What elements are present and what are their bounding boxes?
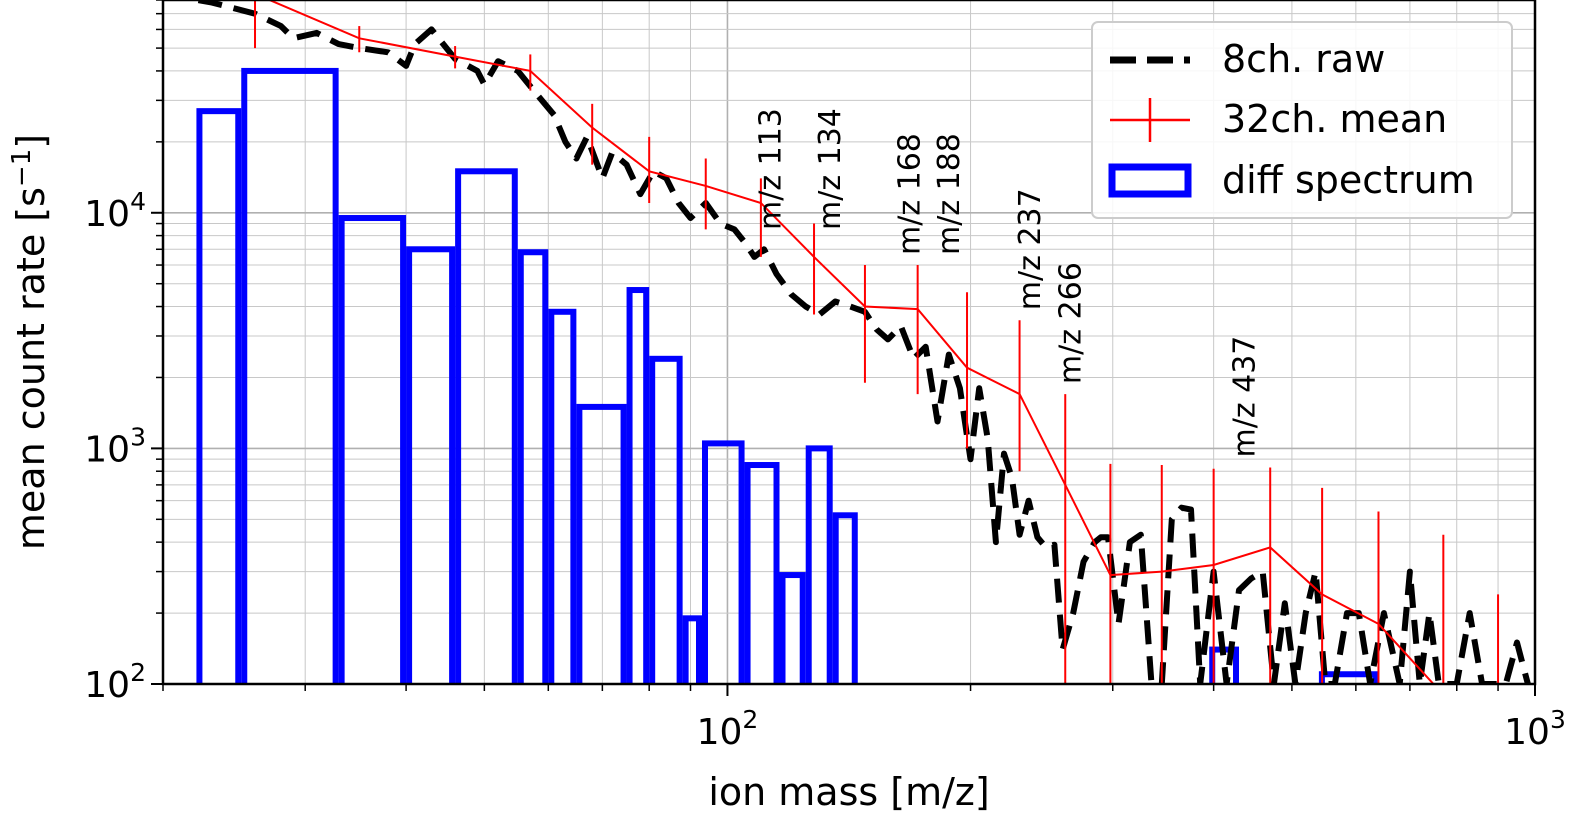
diff-spectrum-bars xyxy=(196,67,1379,684)
x-tick-label: 102 xyxy=(697,705,759,753)
legend-box xyxy=(1091,21,1513,219)
diff-spectrum-bar xyxy=(1318,671,1379,684)
diff-spectrum-bar xyxy=(682,615,703,684)
annotation-label: m/z 237 xyxy=(1013,188,1048,310)
diff-spectrum-bar xyxy=(576,403,627,684)
diff-spectrum-bar xyxy=(626,287,650,684)
diff-spectrum-bar xyxy=(455,168,518,684)
annotation-label: m/z 168 xyxy=(892,133,927,255)
legend-mean-label: 32ch. mean xyxy=(1222,97,1447,141)
diff-spectrum-bar xyxy=(832,512,858,684)
raw-series-line xyxy=(180,0,1531,684)
legend-raw-label: 8ch. raw xyxy=(1222,37,1385,81)
annotation-label: m/z 437 xyxy=(1228,336,1263,458)
diff-spectrum-bar xyxy=(338,215,407,684)
y-tick-label: 104 xyxy=(84,187,146,235)
diff-spectrum-bar xyxy=(406,246,456,684)
diff-spectrum-bar xyxy=(779,572,806,684)
annotation-label: m/z 134 xyxy=(813,108,848,230)
legend-diff-label: diff spectrum xyxy=(1222,158,1475,202)
diff-spectrum-bar xyxy=(548,308,577,684)
diff-spectrum-bar xyxy=(702,440,745,684)
axis-ticks: 102 103 102 103 104 xyxy=(84,0,1566,753)
y-axis-title-sup: −1 xyxy=(7,149,37,187)
mean-series-line xyxy=(254,0,1500,684)
y-axis-title-main: mean count rate [s xyxy=(9,187,53,550)
annotation-label: m/z 113 xyxy=(753,108,788,230)
diff-spectrum-bar xyxy=(805,445,833,684)
diff-spectrum-bar xyxy=(241,67,339,684)
diff-spectrum-bar xyxy=(649,355,683,684)
y-tick-label: 102 xyxy=(84,658,146,706)
legend-diff-swatch xyxy=(1108,163,1192,198)
raw-series-path xyxy=(180,0,1531,684)
y-tick-label: 103 xyxy=(84,422,146,470)
y-axis-title: mean count rate [s−1] xyxy=(7,134,53,550)
diff-spectrum-bar xyxy=(196,108,242,684)
annotation-label: m/z 266 xyxy=(1054,262,1089,384)
legend: 8ch. raw 32ch. mean diff spectrum xyxy=(1091,21,1513,219)
plot-frame xyxy=(161,0,1537,686)
diff-spectrum-bar xyxy=(517,249,549,684)
annotation-label: m/z 188 xyxy=(932,133,967,255)
x-tick-label: 103 xyxy=(1504,705,1566,753)
y-axis-title-suffix: ] xyxy=(9,134,53,149)
x-axis-title: ion mass [m/z] xyxy=(708,770,989,814)
mean-series-path xyxy=(266,0,1435,684)
diff-spectrum-bar xyxy=(744,462,780,684)
